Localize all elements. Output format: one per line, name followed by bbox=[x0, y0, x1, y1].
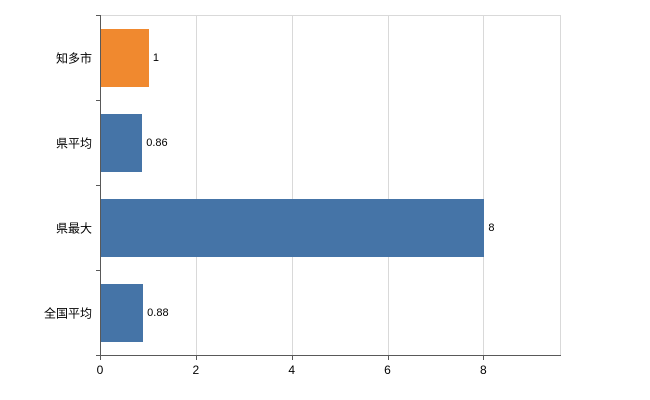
x-axis-tick bbox=[483, 356, 485, 360]
y-axis-tick bbox=[96, 15, 100, 16]
data-label: 1 bbox=[152, 51, 160, 64]
x-axis-tick bbox=[291, 356, 293, 360]
gridline bbox=[291, 15, 293, 355]
y-axis-tick bbox=[96, 355, 100, 356]
data-label: 8 bbox=[488, 221, 495, 234]
plot-top-border bbox=[100, 15, 561, 16]
gridline bbox=[195, 15, 197, 355]
category-label: 全国平均 bbox=[43, 306, 92, 320]
plot-right-border bbox=[560, 15, 561, 355]
y-axis bbox=[100, 15, 101, 356]
x-axis-tick bbox=[387, 356, 389, 360]
y-axis-tick bbox=[96, 185, 100, 186]
bar-3 bbox=[101, 283, 144, 342]
x-axis-tick bbox=[100, 356, 101, 360]
x-axis-tick bbox=[195, 356, 197, 360]
x-tick-label: 2 bbox=[192, 363, 200, 377]
x-axis bbox=[100, 355, 561, 356]
bar-2 bbox=[101, 198, 485, 257]
gridline bbox=[483, 15, 485, 355]
y-axis-tick bbox=[96, 270, 100, 271]
category-label: 県平均 bbox=[55, 136, 92, 150]
gridline bbox=[387, 15, 389, 355]
category-label: 知多市 bbox=[55, 51, 92, 65]
x-tick-label: 6 bbox=[384, 363, 391, 377]
data-label: 0.88 bbox=[147, 306, 169, 319]
x-tick-label: 0 bbox=[96, 363, 104, 377]
category-label: 県最大 bbox=[55, 221, 92, 235]
bar-0 bbox=[101, 28, 149, 87]
y-axis-tick bbox=[96, 100, 100, 101]
x-tick-label: 8 bbox=[479, 363, 487, 377]
bar-1 bbox=[101, 113, 143, 172]
data-label: 0.86 bbox=[146, 136, 168, 149]
x-tick-label: 4 bbox=[288, 363, 295, 377]
